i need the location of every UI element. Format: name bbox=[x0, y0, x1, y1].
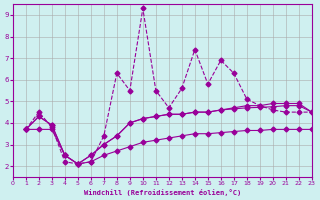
X-axis label: Windchill (Refroidissement éolien,°C): Windchill (Refroidissement éolien,°C) bbox=[84, 189, 241, 196]
